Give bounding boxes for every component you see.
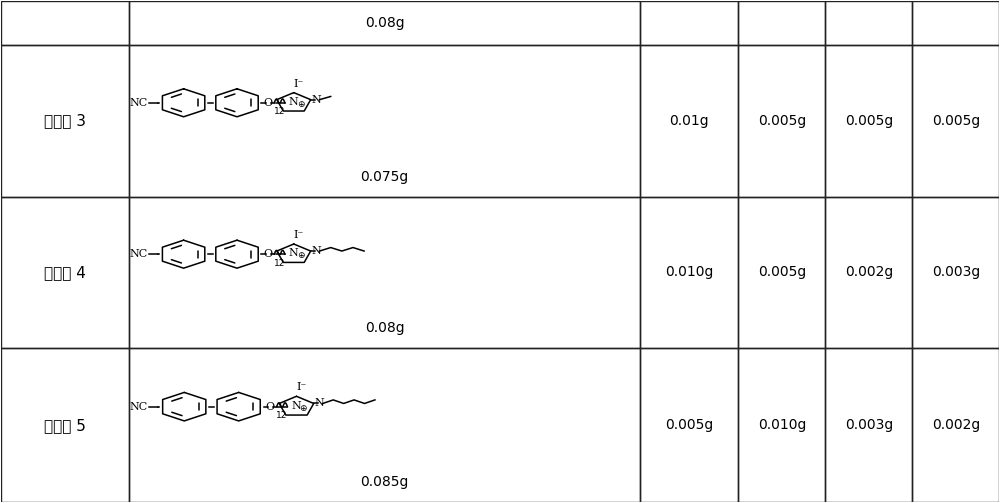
Text: ⊕: ⊕ (297, 251, 304, 260)
Bar (129, 1, 640, 45)
Text: 0.08g: 0.08g (365, 321, 404, 336)
Bar (825, 348, 912, 502)
Text: NC: NC (130, 402, 148, 411)
Text: 0.005g: 0.005g (758, 266, 806, 279)
Text: O: O (264, 249, 273, 259)
Bar (825, 45, 912, 197)
Text: 12: 12 (276, 411, 288, 420)
Bar (640, 45, 738, 197)
Text: 12: 12 (274, 259, 285, 268)
Bar (912, 348, 999, 502)
Text: 0.003g: 0.003g (932, 266, 980, 279)
Text: 0.005g: 0.005g (932, 114, 980, 128)
Text: 0.005g: 0.005g (845, 114, 893, 128)
Bar (129, 197, 640, 348)
Bar (1, 45, 129, 197)
Bar (912, 1, 999, 45)
Text: 实施例 5: 实施例 5 (44, 417, 86, 433)
Bar (640, 348, 738, 502)
Bar (825, 1, 912, 45)
Text: N: N (289, 97, 299, 107)
Text: 0.085g: 0.085g (360, 475, 409, 489)
Bar (640, 197, 738, 348)
Bar (912, 45, 999, 197)
Text: I⁻: I⁻ (294, 79, 304, 89)
Bar (129, 45, 640, 197)
Text: 0.08g: 0.08g (365, 16, 404, 30)
Text: 0.002g: 0.002g (932, 418, 980, 432)
Text: 0.075g: 0.075g (360, 170, 409, 184)
Bar (738, 348, 825, 502)
Text: N: N (315, 398, 324, 408)
Bar (738, 197, 825, 348)
Text: 0.003g: 0.003g (845, 418, 893, 432)
Bar (738, 1, 825, 45)
Text: 0.010g: 0.010g (665, 266, 714, 279)
Bar (1, 197, 129, 348)
Text: 0.005g: 0.005g (758, 114, 806, 128)
Text: N: N (289, 248, 299, 258)
Bar (912, 197, 999, 348)
Text: ⊕: ⊕ (297, 100, 304, 109)
Text: N: N (311, 95, 321, 105)
Text: N: N (311, 246, 321, 256)
Text: NC: NC (130, 249, 148, 259)
Text: 实施例 3: 实施例 3 (44, 114, 86, 128)
Text: O: O (266, 402, 275, 411)
Text: 0.002g: 0.002g (845, 266, 893, 279)
Bar (1, 348, 129, 502)
Text: 实施例 4: 实施例 4 (44, 265, 86, 280)
Text: ⊕: ⊕ (300, 404, 307, 413)
Text: I⁻: I⁻ (294, 230, 304, 240)
Text: O: O (264, 98, 273, 108)
Text: 0.005g: 0.005g (665, 418, 714, 432)
Text: NC: NC (130, 98, 148, 108)
Bar (825, 197, 912, 348)
Bar (1, 1, 129, 45)
Text: 12: 12 (274, 107, 285, 116)
Text: 0.010g: 0.010g (758, 418, 806, 432)
Text: I⁻: I⁻ (297, 382, 307, 392)
Bar (738, 45, 825, 197)
Bar (129, 348, 640, 502)
Text: 0.01g: 0.01g (670, 114, 709, 128)
Text: N: N (292, 400, 301, 410)
Bar (640, 1, 738, 45)
